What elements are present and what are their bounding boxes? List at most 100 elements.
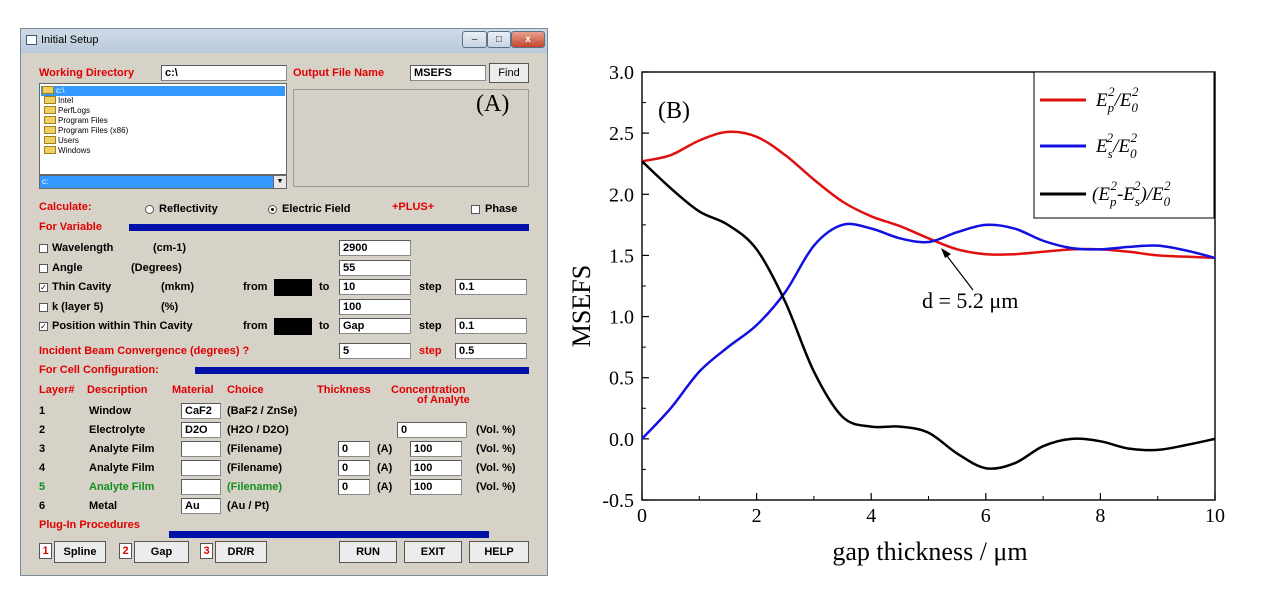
section-divider — [129, 224, 529, 231]
incident-step-field[interactable]: 0.5 — [455, 343, 527, 359]
concentration-header: Concentration — [391, 384, 466, 396]
run-button[interactable]: RUN — [339, 541, 397, 563]
y-tick-label: 0.5 — [609, 368, 634, 390]
layer-material-field[interactable] — [181, 479, 221, 495]
layer-description: Metal — [89, 500, 118, 512]
y-tick-label: 1.0 — [609, 307, 634, 329]
wavelength-field[interactable]: 2900 — [339, 240, 411, 256]
spline-button[interactable]: Spline — [54, 541, 106, 563]
dr-r-button[interactable]: DR/R — [215, 541, 267, 563]
thin-cavity-step-field[interactable]: 0.1 — [455, 279, 527, 295]
reflectivity-radio[interactable] — [145, 205, 154, 214]
layer-number: 3 — [39, 443, 46, 455]
angle-field[interactable]: 55 — [339, 260, 411, 276]
y-tick-label: 0.0 — [609, 429, 634, 451]
layer-concentration-field[interactable]: 100 — [410, 460, 462, 476]
layer-description: Electrolyte — [89, 424, 146, 436]
layer-thickness-field[interactable]: 0 — [338, 479, 370, 495]
plot-axes: 0 2 4 6 8 10 -0.5 0.0 0.5 1.0 1.5 2.0 2.5 3.0 — [602, 62, 1225, 527]
layer-choice: (Au / Pt) — [227, 500, 270, 512]
k-layer5-field[interactable]: 100 — [339, 299, 411, 315]
drive-select[interactable]: c: ▼ — [39, 175, 287, 189]
plugin-number: 3 — [200, 543, 213, 559]
thin-cavity-step-label: step — [419, 281, 442, 293]
position-step-field[interactable]: 0.1 — [455, 318, 527, 334]
title-bar[interactable]: Initial Setup – □ x — [21, 29, 547, 53]
position-from-field[interactable] — [274, 318, 312, 335]
directory-item[interactable]: Users — [44, 136, 79, 146]
directory-item[interactable]: Program Files — [44, 116, 108, 126]
layer-concentration-field[interactable]: 0 — [397, 422, 467, 438]
position-to-field[interactable]: Gap — [339, 318, 411, 334]
layer-concentration-unit: (Vol. %) — [476, 443, 516, 455]
layer-material-field[interactable]: Au — [181, 498, 221, 514]
thin-cavity-to-label: to — [319, 281, 330, 293]
layer-concentration-field[interactable]: 100 — [410, 479, 462, 495]
angle-checkbox[interactable] — [39, 264, 48, 273]
calculate-label: Calculate: — [39, 201, 92, 213]
minimize-button[interactable]: – — [462, 31, 487, 48]
directory-item[interactable]: Intel — [44, 96, 73, 106]
x-tick-label: 4 — [866, 505, 876, 527]
find-button[interactable]: Find — [489, 63, 529, 83]
folder-open-icon — [42, 86, 54, 94]
layer-thickness-field[interactable]: 0 — [338, 460, 370, 476]
layer-thickness-unit: (A) — [377, 481, 393, 493]
layer-header: Layer# — [39, 384, 75, 396]
chevron-down-icon[interactable]: ▼ — [273, 176, 286, 188]
directory-selection — [41, 86, 285, 96]
angle-label: Angle — [52, 262, 83, 274]
directory-item[interactable]: Program Files (x86) — [44, 126, 128, 136]
thin-cavity-from-field[interactable] — [274, 279, 312, 296]
directory-item[interactable]: PerfLogs — [44, 106, 90, 116]
directory-item[interactable]: Windows — [44, 146, 90, 156]
layer-concentration-unit: (Vol. %) — [476, 424, 516, 436]
directory-item[interactable]: c:\ — [42, 86, 64, 96]
phase-checkbox[interactable] — [471, 205, 480, 214]
annotation-label: d = 5.2 μm — [922, 288, 1018, 313]
layer-material-field[interactable] — [181, 441, 221, 457]
analyte-header: of Analyte — [417, 394, 470, 406]
position-label: Position within Thin Cavity — [52, 320, 193, 332]
wavelength-checkbox[interactable] — [39, 244, 48, 253]
angle-unit: (Degrees) — [131, 262, 182, 274]
msefs-chart: MSEFS gap thickness / μm (B) 0 2 4 6 8 10 -0.5… — [567, 62, 1225, 566]
working-directory-field[interactable]: c:\ — [161, 65, 287, 81]
output-file-label: Output File Name — [293, 67, 385, 79]
description-header: Description — [87, 384, 148, 396]
layer-choice: (Filename) — [227, 462, 283, 474]
for-variable-label: For Variable — [39, 221, 102, 233]
layer-description: Window — [89, 405, 132, 417]
maximize-button[interactable]: □ — [487, 31, 511, 48]
layer-material-field[interactable]: CaF2 — [181, 403, 221, 419]
phase-label: Phase — [485, 203, 518, 215]
layer-choice: (Filename) — [227, 443, 283, 455]
exit-button[interactable]: EXIT — [404, 541, 462, 563]
help-button[interactable]: HELP — [469, 541, 529, 563]
x-tick-label: 6 — [981, 505, 991, 527]
layer-choice: (BaF2 / ZnSe) — [227, 405, 298, 417]
window-icon — [26, 35, 37, 45]
incident-beam-field[interactable]: 5 — [339, 343, 411, 359]
layer-material-field[interactable]: D2O — [181, 422, 221, 438]
k-layer5-checkbox[interactable] — [39, 303, 48, 312]
directory-list[interactable]: c:\ Intel PerfLogs Program Files Program… — [39, 83, 287, 175]
x-tick-label: 8 — [1095, 505, 1105, 527]
position-to-label: to — [319, 320, 330, 332]
layer-thickness-field[interactable]: 0 — [338, 441, 370, 457]
thin-cavity-label: Thin Cavity — [52, 281, 112, 293]
initial-setup-window: Initial Setup – □ x Working Directory c:… — [20, 28, 548, 576]
position-checkbox[interactable]: ✓ — [39, 322, 48, 331]
thin-cavity-to-field[interactable]: 10 — [339, 279, 411, 295]
output-file-field[interactable]: MSEFS — [410, 65, 486, 81]
thin-cavity-checkbox[interactable]: ✓ — [39, 283, 48, 292]
folder-icon — [44, 106, 56, 114]
layer-description: Analyte Film — [89, 443, 155, 455]
legend-label-diff: (Ep2-Es2)/E02 — [1092, 178, 1171, 209]
gap-button[interactable]: Gap — [134, 541, 189, 563]
annotation-arrow — [943, 251, 974, 291]
layer-concentration-field[interactable]: 100 — [410, 441, 462, 457]
electric-field-radio[interactable] — [268, 205, 277, 214]
layer-material-field[interactable] — [181, 460, 221, 476]
close-button[interactable]: x — [511, 31, 545, 48]
